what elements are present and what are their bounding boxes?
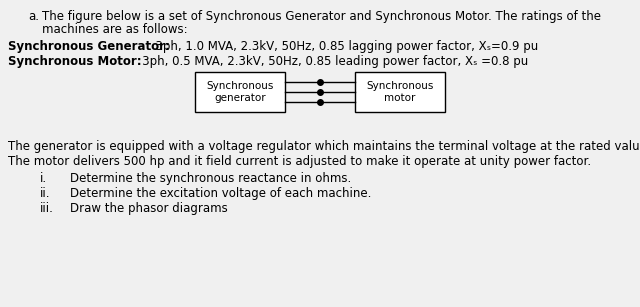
Text: iii.: iii. (40, 202, 54, 215)
Text: Synchronous Generator:: Synchronous Generator: (8, 40, 170, 53)
Text: The motor delivers 500 hp and it field current is adjusted to make it operate at: The motor delivers 500 hp and it field c… (8, 155, 591, 168)
Text: . 3ph, 1.0 MVA, 2.3kV, 50Hz, 0.85 lagging power factor, Xₛ=0.9 pu: . 3ph, 1.0 MVA, 2.3kV, 50Hz, 0.85 laggin… (148, 40, 538, 53)
Text: ii.: ii. (40, 187, 51, 200)
Text: 3ph, 0.5 MVA, 2.3kV, 50Hz, 0.85 leading power factor, Xₛ =0.8 pu: 3ph, 0.5 MVA, 2.3kV, 50Hz, 0.85 leading … (116, 55, 528, 68)
Text: Determine the excitation voltage of each machine.: Determine the excitation voltage of each… (70, 187, 371, 200)
Text: The figure below is a set of Synchronous Generator and Synchronous Motor. The ra: The figure below is a set of Synchronous… (42, 10, 601, 23)
Text: i.: i. (40, 172, 47, 185)
Text: a.: a. (28, 10, 39, 23)
Text: machines are as follows:: machines are as follows: (42, 23, 188, 36)
Bar (195, 72, 285, 112)
Text: Determine the synchronous reactance in ohms.: Determine the synchronous reactance in o… (70, 172, 351, 185)
Text: The generator is equipped with a voltage regulator which maintains the terminal : The generator is equipped with a voltage… (8, 140, 640, 153)
Text: Synchronous
generator: Synchronous generator (206, 81, 274, 103)
Text: Draw the phasor diagrams: Draw the phasor diagrams (70, 202, 228, 215)
Bar (355, 72, 445, 112)
Text: Synchronous Motor:: Synchronous Motor: (8, 55, 141, 68)
Text: Synchronous
motor: Synchronous motor (366, 81, 434, 103)
